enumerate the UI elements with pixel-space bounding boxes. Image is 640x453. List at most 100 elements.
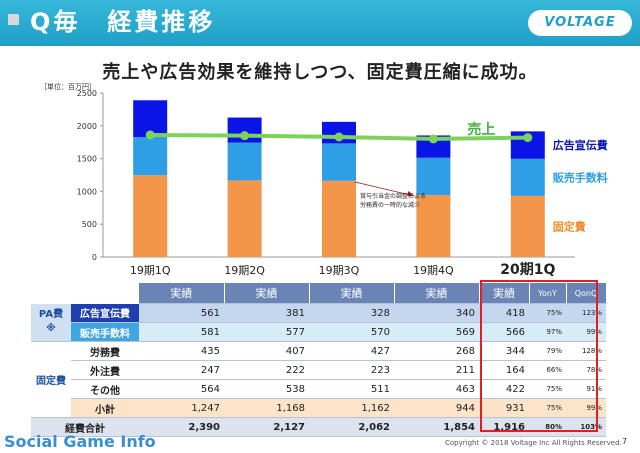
legend-series-label: 広告宣伝費 — [553, 138, 608, 152]
sales-point — [240, 131, 250, 141]
legend-series-label: 販売手数料 — [553, 170, 608, 184]
bar-segment — [227, 180, 262, 257]
annotation-arrowhead — [407, 191, 415, 196]
value-cell: 569 — [394, 322, 479, 342]
value-cell: 1,916 — [479, 417, 529, 437]
sales-point — [145, 130, 155, 140]
value-cell: 222 — [224, 360, 309, 380]
table-row: 外注費 247 222 223 211 164 66% 78% — [31, 360, 606, 380]
row-label: 外注費 — [71, 360, 139, 380]
col-header: 実績 — [139, 283, 225, 304]
value-cell: 435 — [139, 341, 224, 361]
value-cell: 1,247 — [139, 398, 224, 418]
row-label: 労務費 — [71, 341, 139, 361]
bar-segment — [510, 195, 545, 257]
table-row: 小計 1,247 1,168 1,162 944 931 75% 99% — [31, 398, 606, 418]
yony-cell: 75% — [529, 379, 566, 399]
x-category-label: 20期1Q — [500, 262, 555, 278]
value-cell: 407 — [224, 341, 309, 361]
row-label: 販売手数料 — [71, 322, 139, 342]
annotation-text: 労務費の一時的な減少 — [360, 201, 420, 209]
table-corner — [31, 283, 139, 304]
row-label: 小計 — [71, 398, 139, 418]
value-cell: 211 — [394, 360, 479, 380]
page-title: Q毎 経費推移 — [30, 8, 216, 36]
bar-segment — [133, 137, 168, 176]
value-cell: 1,854 — [394, 417, 479, 437]
value-cell: 566 — [479, 322, 529, 342]
value-cell: 340 — [394, 303, 479, 323]
group-label-pa: PA費 ※ — [31, 303, 71, 342]
value-cell: 422 — [479, 379, 529, 399]
legend-sales-label: 売上 — [467, 121, 495, 138]
bullet-square-icon — [8, 14, 19, 25]
table-header-row: 実績 実績 実績 実績 実績 YonY QonQ — [31, 283, 607, 304]
page-number: 7 — [622, 437, 628, 446]
qonq-cell: 123% — [566, 303, 606, 323]
x-category-label: 19期3Q — [319, 264, 360, 277]
value-cell: 944 — [394, 398, 479, 418]
bar-segment — [322, 180, 356, 257]
row-label: 経費合計 — [31, 417, 139, 437]
qonq-cell: 78% — [566, 360, 606, 380]
bar-segment — [416, 135, 451, 158]
bar-segment — [416, 157, 451, 196]
value-cell: 577 — [224, 322, 309, 342]
value-cell: 2,062 — [309, 417, 394, 437]
y-tick-label: 1500 — [77, 155, 97, 164]
yony-cell: 75% — [529, 303, 566, 323]
value-cell: 328 — [309, 303, 394, 323]
bar-segment — [510, 158, 545, 196]
value-cell: 581 — [139, 322, 224, 342]
table-row: PA費 ※ 広告宣伝費 561 381 328 340 418 75% 123% — [31, 303, 606, 342]
value-cell: 463 — [394, 379, 479, 399]
value-cell: 344 — [479, 341, 529, 361]
footer-brand: Social Game Info — [4, 432, 156, 451]
table-row: 固定費 労務費 435 407 427 268 344 79% 128% — [31, 341, 606, 418]
annotation-text: 賞与引当金の調整による — [360, 192, 426, 200]
value-cell: 511 — [309, 379, 394, 399]
bar-segment — [133, 175, 168, 257]
row-label: 広告宣伝費 — [71, 303, 139, 323]
yony-cell: 79% — [529, 341, 566, 361]
qonq-cell: 99% — [566, 322, 606, 342]
bar-segment — [227, 142, 262, 181]
value-cell: 268 — [394, 341, 479, 361]
sales-point — [334, 132, 344, 142]
col-header: YonY — [529, 283, 567, 304]
qonq-cell: 99% — [566, 398, 606, 418]
value-cell: 164 — [479, 360, 529, 380]
header-bar: Q毎 経費推移 VOLTAGE — [0, 0, 640, 46]
table-row: 販売手数料 581 577 570 569 566 97% 99% — [31, 322, 606, 342]
y-tick-label: 2000 — [77, 122, 97, 131]
y-tick-label: 0 — [92, 253, 97, 262]
col-header: 実績 — [309, 283, 395, 304]
y-tick-label: 500 — [82, 220, 97, 229]
value-cell: 2,127 — [224, 417, 309, 437]
group-label-fixed: 固定費 — [31, 341, 71, 418]
col-header: 実績 — [224, 283, 310, 304]
value-cell: 570 — [309, 322, 394, 342]
headline: 売上や広告効果を維持しつつ、固定費圧縮に成功。 — [102, 62, 538, 83]
y-tick-label: 2500 — [77, 89, 97, 98]
x-category-label: 19期2Q — [224, 264, 265, 277]
sales-point — [428, 134, 438, 144]
unit-label: ［単位：百万円］ — [40, 83, 96, 91]
legend-series-label: 固定費 — [553, 219, 586, 233]
qonq-cell: 91% — [566, 379, 606, 399]
value-cell: 418 — [479, 303, 529, 323]
bar-segment — [322, 143, 356, 181]
col-header: 実績 — [479, 283, 530, 304]
value-cell: 381 — [224, 303, 309, 323]
value-cell: 931 — [479, 398, 529, 418]
bar-segment — [416, 195, 451, 257]
y-tick-label: 1000 — [77, 187, 97, 196]
voltage-logo: VOLTAGE — [528, 10, 632, 36]
value-cell: 247 — [139, 360, 224, 380]
value-cell: 2,390 — [139, 417, 224, 437]
yony-cell: 75% — [529, 398, 566, 418]
value-cell: 1,162 — [309, 398, 394, 418]
x-category-label: 19期4Q — [413, 264, 454, 277]
x-category-label: 19期1Q — [130, 264, 171, 277]
